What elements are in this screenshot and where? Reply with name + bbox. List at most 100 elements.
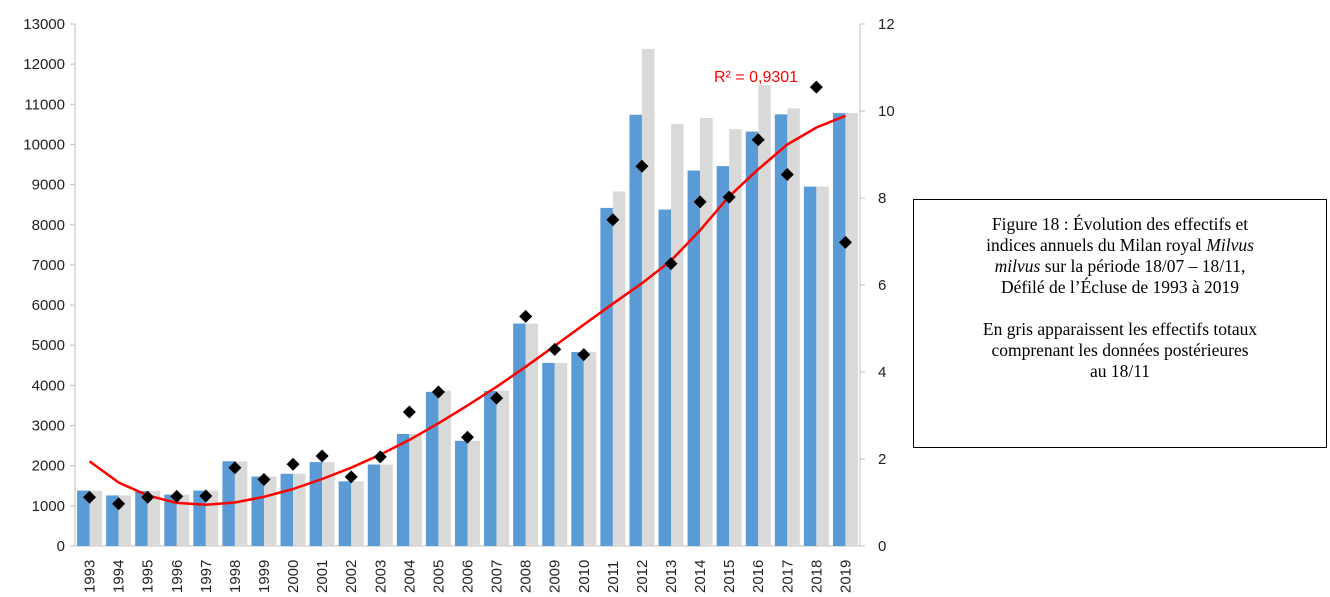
- bar-monitored: [658, 209, 672, 546]
- index-point: [664, 257, 678, 271]
- x-tick-label: 2003: [372, 560, 389, 593]
- x-tick-label: 1996: [169, 560, 186, 593]
- index-point: [83, 490, 97, 504]
- bar-total: [322, 462, 335, 546]
- left-tick-label: 1000: [32, 498, 65, 515]
- right-tick-label: 12: [878, 16, 895, 33]
- x-tick-label: 1995: [140, 560, 157, 593]
- bars: [77, 48, 858, 547]
- index-point: [402, 405, 416, 419]
- caption-line-2-text: indices annuels du Milan royal: [986, 235, 1207, 255]
- index-point: [199, 489, 213, 503]
- bar-total: [816, 186, 829, 546]
- bar-total: [671, 123, 684, 546]
- x-tick-label: 1994: [111, 560, 128, 593]
- index-point: [257, 472, 271, 486]
- x-tick-label: 1999: [256, 560, 273, 593]
- index-point: [780, 168, 794, 182]
- bar-total: [787, 108, 800, 547]
- left-tick-label: 8000: [32, 217, 65, 234]
- right-tick-label: 4: [878, 364, 886, 381]
- bar-total: [641, 48, 655, 546]
- index-point: [170, 489, 184, 503]
- x-tick-label: 2000: [285, 560, 302, 593]
- bar-total: [525, 323, 539, 546]
- bar-monitored: [164, 494, 177, 546]
- x-tick-label: 2015: [721, 560, 738, 593]
- left-tick-label: 13000: [23, 16, 65, 33]
- right-tick-label: 8: [878, 190, 886, 207]
- x-tick-label: 2017: [779, 560, 796, 593]
- bar-total: [380, 464, 393, 546]
- index-point: [344, 470, 358, 484]
- caption-line-2: indices annuels du Milan royal Milvus: [924, 235, 1316, 256]
- bar-total: [758, 85, 771, 546]
- x-tick-label: 2011: [605, 561, 622, 593]
- x-tick-label: 2019: [837, 560, 854, 593]
- left-tick-label: 12000: [23, 56, 65, 73]
- bar-monitored: [106, 495, 119, 546]
- bar-monitored: [774, 114, 788, 546]
- bar-monitored: [716, 166, 730, 546]
- bar-total: [234, 461, 248, 546]
- index-point: [490, 391, 504, 405]
- bar-total: [467, 440, 480, 546]
- right-tick-label: 10: [878, 103, 895, 120]
- index-point: [577, 348, 591, 362]
- x-tick-label: 2010: [576, 560, 593, 593]
- index-point: [838, 235, 852, 249]
- x-tick-label: 2013: [663, 560, 680, 593]
- bar-total: [496, 390, 510, 546]
- bar-total: [409, 433, 422, 546]
- x-tick-label: 2002: [343, 560, 360, 593]
- index-point: [286, 457, 300, 471]
- x-tick-label: 2008: [518, 560, 535, 593]
- bar-total: [700, 117, 713, 547]
- bar-monitored: [338, 481, 352, 546]
- caption-note-1: En gris apparaissent les effectifs totau…: [982, 319, 1258, 339]
- caption-line-4: Défilé de l’Écluse de 1993 à 2019: [1000, 277, 1240, 297]
- index-point: [751, 133, 765, 147]
- bar-total: [554, 362, 568, 546]
- index-point: [141, 490, 155, 504]
- bar-monitored: [513, 323, 526, 546]
- trend-line-path: [88, 114, 846, 506]
- caption-species-epithet: milvus: [994, 256, 1041, 276]
- bar-monitored: [687, 170, 701, 547]
- x-axis-labels: 1993 1994 1995 1996 1997 1998 1999 2000 2001 2002…: [82, 560, 855, 593]
- caption-line-3-text: sur la période 18/07 – 18/11,: [1040, 256, 1246, 276]
- bar-total: [147, 490, 161, 546]
- index-point: [722, 190, 736, 204]
- bar-total: [89, 490, 103, 546]
- bar-monitored: [745, 131, 759, 546]
- x-tick-label: 2006: [460, 560, 477, 593]
- bar-monitored: [542, 362, 555, 546]
- index-point: [112, 497, 126, 511]
- x-tick-label: 1993: [82, 560, 99, 593]
- bar-monitored: [455, 440, 468, 546]
- left-tick-label: 0: [57, 538, 65, 555]
- x-tick-label: 2004: [401, 560, 418, 593]
- x-tick-label: 2005: [430, 560, 447, 593]
- bar-monitored: [367, 464, 381, 546]
- x-tick-label: 2014: [692, 560, 709, 593]
- bar-total: [176, 494, 190, 546]
- x-tick-label: 2007: [489, 560, 506, 593]
- left-tick-label: 9000: [32, 177, 65, 194]
- x-tick-label: 2009: [547, 560, 564, 593]
- left-tick-label: 5000: [32, 337, 65, 354]
- x-tick-label: 2018: [808, 560, 825, 593]
- index-point: [635, 159, 649, 173]
- index-point: [373, 450, 387, 464]
- bar-monitored: [600, 207, 613, 547]
- caption-note-3: au 18/11: [1089, 361, 1151, 381]
- right-axis: 0 2 4 6 8 10 12: [859, 16, 895, 555]
- bar-monitored: [425, 391, 439, 546]
- index-points: [83, 80, 852, 511]
- left-tick-label: 4000: [32, 377, 65, 394]
- caption-line-1: Figure 18 : Évolution des effectifs et: [991, 214, 1249, 234]
- index-point: [548, 342, 562, 356]
- x-tick-label: 2016: [750, 560, 767, 593]
- bar-total: [845, 113, 858, 546]
